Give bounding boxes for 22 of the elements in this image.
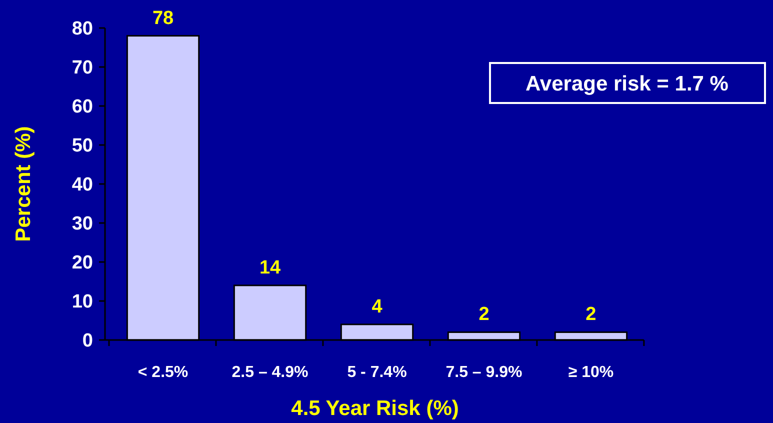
data-label: 2 (478, 304, 490, 326)
x-tick-label: 5 - 7.4% (347, 364, 407, 381)
x-tick-label: 7.5 – 9.9% (446, 364, 522, 381)
data-label: 78 (152, 8, 174, 29)
y-tick-label: 40 (72, 174, 93, 196)
x-tick-label: ≥ 10% (568, 364, 614, 381)
y-tick-label: 70 (72, 58, 93, 79)
x-tick-label: < 2.5% (138, 364, 188, 381)
y-tick-label: 0 (82, 330, 93, 352)
y-tick-label: 80 (72, 18, 93, 40)
data-label: 4 (372, 296, 383, 318)
y-tick-label: 60 (72, 96, 93, 118)
y-axis-title: Percent (%) (12, 126, 35, 242)
y-tick-label: 20 (72, 252, 93, 274)
y-tick-label: 30 (72, 214, 93, 235)
data-label: 14 (259, 257, 282, 278)
data-label: 2 (586, 304, 596, 326)
annotation: Average risk = 1.7 % (526, 72, 729, 96)
x-tick-label: 2.5 – 4.9% (232, 364, 308, 381)
y-tick-label: 50 (72, 136, 93, 157)
y-tick-label: 10 (72, 292, 93, 313)
x-axis-title: 4.5 Year Risk (%) (291, 397, 459, 420)
